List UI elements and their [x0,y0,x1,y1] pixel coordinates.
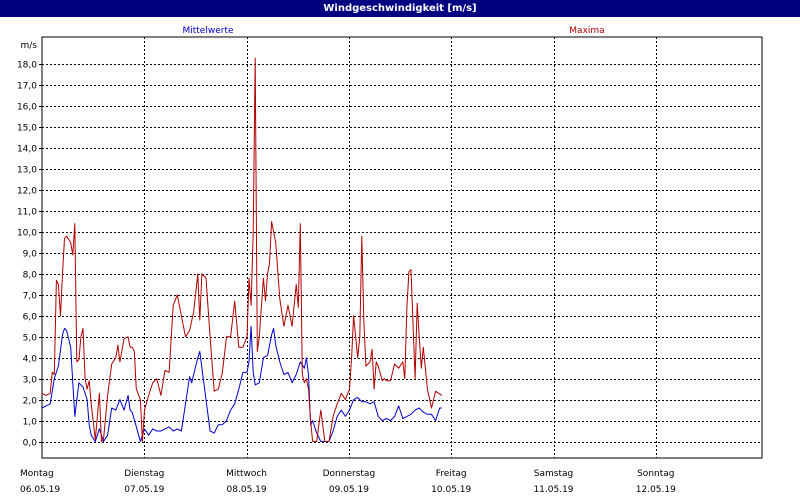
y-tick-label: 8,0 [23,271,38,281]
x-day-label: Sonntag [637,469,674,479]
y-tick-label: 1,0 [23,418,38,428]
x-day-label: Samstag [534,469,573,479]
y-tick-label: 18,0 [17,61,37,71]
y-tick-label: 7,0 [23,292,38,302]
y-tick-label: 11,0 [17,208,37,218]
series-lines [41,57,443,442]
x-date-label: 11.05.19 [533,485,573,495]
y-tick-label: 5,0 [23,334,38,344]
plot-area [41,36,763,459]
y-tick-label: 2,0 [23,397,38,407]
x-day-label: Freitag [436,469,467,479]
y-tick-label: 15,0 [17,124,37,134]
y-tick-label: 6,0 [23,313,38,323]
series-line-maxima [41,57,443,442]
legend: Mittelwerte Maxima [182,26,604,36]
y-tick-label: 3,0 [23,376,38,386]
y-tick-label: 16,0 [17,103,37,113]
x-date-label: 09.05.19 [329,485,369,495]
y-axis-unit: m/s [21,41,38,51]
x-date-label: 10.05.19 [431,485,471,495]
y-tick-label: 17,0 [17,82,37,92]
x-day-label: Montag [20,469,54,479]
series-line-mittelwerte [41,325,442,442]
legend-maxima: Maxima [569,26,604,36]
x-day-label: Dienstag [124,469,164,479]
y-tick-label: 4,0 [23,355,38,365]
x-date-label: 06.05.19 [20,485,60,495]
legend-mittelwerte: Mittelwerte [182,26,233,36]
x-day-label: Donnerstag [323,469,376,479]
x-date-label: 07.05.19 [124,485,164,495]
y-tick-label: 14,0 [17,145,37,155]
window-title: Windgeschwindigkeit [m/s] [0,0,800,17]
x-day-label: Mittwoch [226,469,267,479]
x-date-label: 12.05.19 [636,485,676,495]
y-axis: 0,0 1,0 2,0 3,0 4,0 5,0 6,0 7,0 8,0 9,0 10,0 11,0 12… [17,41,42,449]
y-tick-label: 0,0 [23,439,38,449]
x-axis: Montag 06.05.19 Dienstag 07.05.19 Mittwoch 08… [20,469,676,495]
y-tick-label: 9,0 [23,250,38,260]
y-tick-label: 10,0 [17,229,37,239]
y-tick-label: 13,0 [17,166,37,176]
y-tick-label: 12,0 [17,187,37,197]
x-date-label: 08.05.19 [227,485,267,495]
grid [41,36,763,459]
